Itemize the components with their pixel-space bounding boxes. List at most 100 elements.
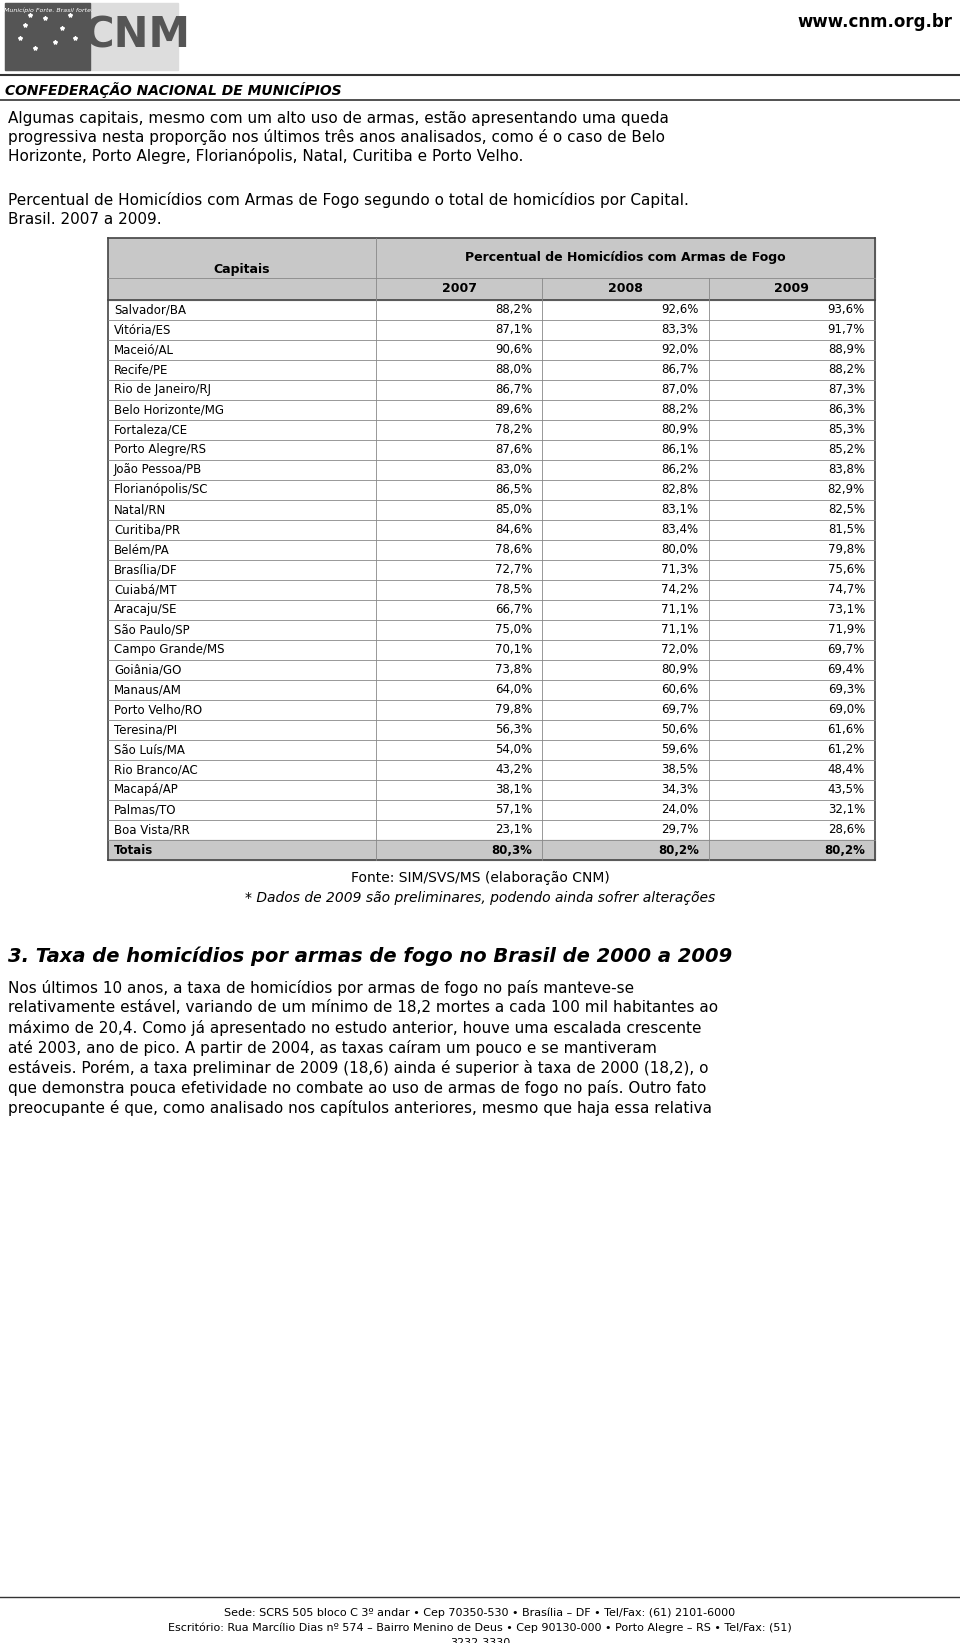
Bar [108, 380, 875, 399]
Text: Salvador/BA: Salvador/BA [114, 304, 186, 317]
Text: 69,7%: 69,7% [661, 703, 699, 716]
Text: Algumas capitais, mesmo com um alto uso de armas, estão apresentando uma queda: Algumas capitais, mesmo com um alto uso … [8, 110, 669, 125]
Text: 83,0%: 83,0% [495, 463, 533, 476]
Text: 71,3%: 71,3% [661, 564, 699, 577]
Bar [108, 460, 875, 480]
Text: Manaus/AM: Manaus/AM [114, 683, 181, 697]
Text: www.cnm.org.br: www.cnm.org.br [797, 13, 952, 31]
Text: 75,0%: 75,0% [495, 623, 533, 636]
Text: 23,1%: 23,1% [495, 823, 533, 836]
Bar [108, 480, 875, 499]
Text: 89,6%: 89,6% [495, 404, 533, 416]
Text: 34,3%: 34,3% [661, 784, 699, 797]
Text: 82,5%: 82,5% [828, 503, 865, 516]
Text: 3. Taxa de homicídios por armas de fogo no Brasil de 2000 a 2009: 3. Taxa de homicídios por armas de fogo … [8, 946, 732, 966]
Bar [108, 301, 875, 320]
Text: 83,4%: 83,4% [661, 524, 699, 537]
Bar [108, 320, 875, 340]
Text: Sede: SCRS 505 bloco C 3º andar • Cep 70350-530 • Brasília – DF • Tel/Fax: (61) : Sede: SCRS 505 bloco C 3º andar • Cep 70… [225, 1608, 735, 1618]
Text: Percentual de Homicídios com Armas de Fogo segundo o total de homicídios por Cap: Percentual de Homicídios com Armas de Fo… [8, 192, 689, 209]
Text: 80,0%: 80,0% [661, 544, 699, 557]
Text: Fortaleza/CE: Fortaleza/CE [114, 424, 188, 437]
Text: João Pessoa/PB: João Pessoa/PB [114, 463, 203, 476]
Text: Belém/PA: Belém/PA [114, 544, 170, 557]
Polygon shape [5, 3, 90, 71]
Bar [108, 600, 875, 619]
Text: Escritório: Rua Marcílio Dias nº 574 – Bairro Menino de Deus • Cep 90130-000 • P: Escritório: Rua Marcílio Dias nº 574 – B… [168, 1623, 792, 1633]
Text: 74,7%: 74,7% [828, 583, 865, 596]
Text: 83,1%: 83,1% [661, 503, 699, 516]
Text: Vitória/ES: Vitória/ES [114, 324, 172, 337]
Text: 85,0%: 85,0% [495, 503, 533, 516]
Text: 86,7%: 86,7% [661, 363, 699, 376]
Bar [108, 700, 875, 720]
Text: 85,3%: 85,3% [828, 424, 865, 437]
Text: 71,1%: 71,1% [661, 603, 699, 616]
Bar [108, 541, 875, 560]
Text: 71,9%: 71,9% [828, 623, 865, 636]
Text: 87,1%: 87,1% [495, 324, 533, 337]
Text: 75,6%: 75,6% [828, 564, 865, 577]
Bar [108, 720, 875, 739]
Text: 88,0%: 88,0% [495, 363, 533, 376]
Text: 79,8%: 79,8% [495, 703, 533, 716]
Text: 82,9%: 82,9% [828, 483, 865, 496]
Text: 78,6%: 78,6% [495, 544, 533, 557]
Bar [108, 761, 875, 780]
Bar [108, 519, 875, 541]
Text: 38,1%: 38,1% [495, 784, 533, 797]
Text: 86,7%: 86,7% [495, 383, 533, 396]
Text: Porto Velho/RO: Porto Velho/RO [114, 703, 203, 716]
Text: Totais: Totais [114, 843, 154, 856]
Text: preocupante é que, como analisado nos capítulos anteriores, mesmo que haja essa : preocupante é que, como analisado nos ca… [8, 1101, 712, 1116]
Text: 69,7%: 69,7% [828, 644, 865, 657]
Text: 32,1%: 32,1% [828, 803, 865, 817]
Text: relativamente estável, variando de um mínimo de 18,2 mortes a cada 100 mil habit: relativamente estável, variando de um mí… [8, 1001, 718, 1015]
Text: Aracaju/SE: Aracaju/SE [114, 603, 178, 616]
Text: CNM: CNM [84, 15, 190, 58]
Text: 59,6%: 59,6% [661, 744, 699, 756]
Text: Goiânia/GO: Goiânia/GO [114, 664, 181, 677]
Polygon shape [5, 3, 178, 71]
Bar [108, 680, 875, 700]
Bar [108, 560, 875, 580]
Text: * Dados de 2009 são preliminares, podendo ainda sofrer alterações: * Dados de 2009 são preliminares, podend… [245, 891, 715, 905]
Text: 74,2%: 74,2% [661, 583, 699, 596]
Text: 28,6%: 28,6% [828, 823, 865, 836]
Text: 92,6%: 92,6% [661, 304, 699, 317]
Text: 72,7%: 72,7% [495, 564, 533, 577]
Text: até 2003, ano de pico. A partir de 2004, as taxas caíram um pouco e se mantivera: até 2003, ano de pico. A partir de 2004,… [8, 1040, 657, 1056]
Text: 29,7%: 29,7% [661, 823, 699, 836]
Bar [108, 840, 875, 859]
Text: CONFEDERAÇÃO NACIONAL DE MUNICÍPIOS: CONFEDERAÇÃO NACIONAL DE MUNICÍPIOS [5, 82, 342, 99]
Text: 90,6%: 90,6% [495, 343, 533, 357]
Text: 54,0%: 54,0% [495, 744, 533, 756]
Text: 61,6%: 61,6% [828, 723, 865, 736]
Text: Macapá/AP: Macapá/AP [114, 784, 179, 797]
Text: 57,1%: 57,1% [495, 803, 533, 817]
Text: 88,2%: 88,2% [828, 363, 865, 376]
Bar [108, 660, 875, 680]
Text: Brasília/DF: Brasília/DF [114, 564, 178, 577]
Text: Palmas/TO: Palmas/TO [114, 803, 177, 817]
Text: 80,3%: 80,3% [492, 843, 533, 856]
Text: Brasil. 2007 a 2009.: Brasil. 2007 a 2009. [8, 212, 161, 227]
Text: Cuiabá/MT: Cuiabá/MT [114, 583, 177, 596]
Bar [108, 399, 875, 421]
Text: Boa Vista/RR: Boa Vista/RR [114, 823, 190, 836]
Text: Campo Grande/MS: Campo Grande/MS [114, 644, 225, 657]
Bar [108, 238, 875, 301]
Text: 84,6%: 84,6% [495, 524, 533, 537]
Text: 93,6%: 93,6% [828, 304, 865, 317]
Text: 43,5%: 43,5% [828, 784, 865, 797]
Text: estáveis. Porém, a taxa preliminar de 2009 (18,6) ainda é superior à taxa de 200: estáveis. Porém, a taxa preliminar de 20… [8, 1060, 708, 1076]
Text: 71,1%: 71,1% [661, 623, 699, 636]
Text: Município Forte. Brasil forte.: Município Forte. Brasil forte. [4, 7, 92, 13]
Text: Florianópolis/SC: Florianópolis/SC [114, 483, 208, 496]
Bar [108, 641, 875, 660]
Text: Fonte: SIM/SVS/MS (elaboração CNM): Fonte: SIM/SVS/MS (elaboração CNM) [350, 871, 610, 886]
Text: 72,0%: 72,0% [661, 644, 699, 657]
Bar [108, 780, 875, 800]
Bar [108, 619, 875, 641]
Text: 60,6%: 60,6% [661, 683, 699, 697]
